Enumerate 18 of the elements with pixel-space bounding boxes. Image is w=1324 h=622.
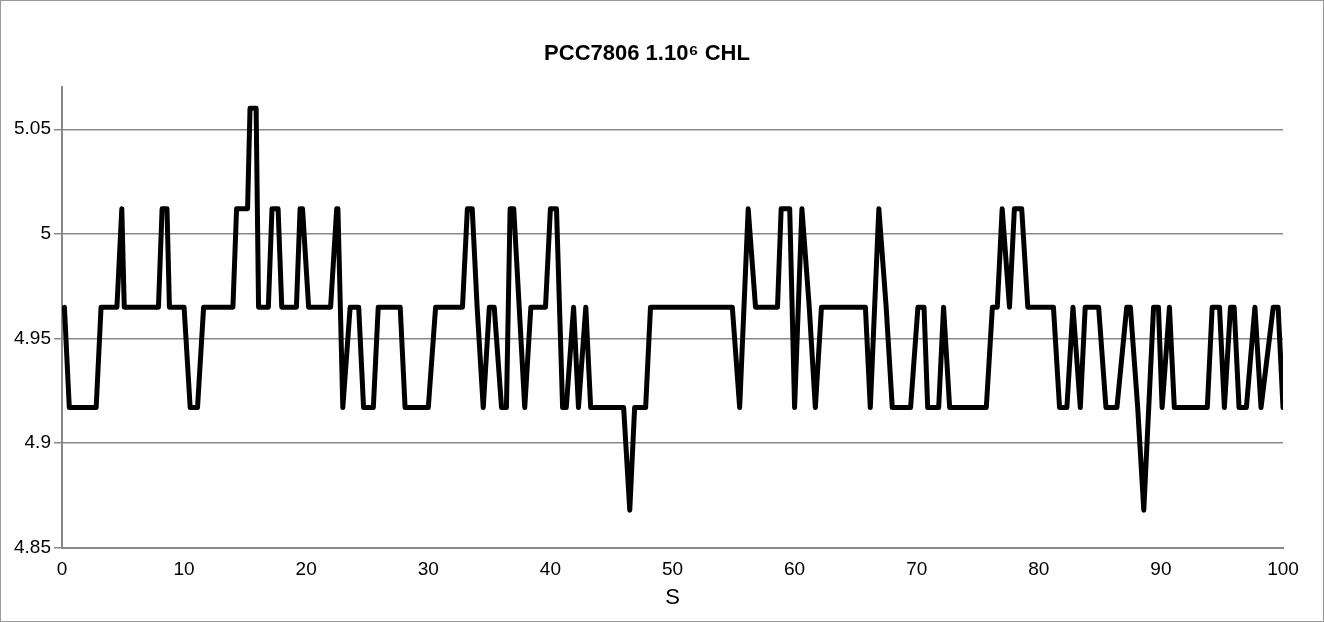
x-tick-label: 100 (1267, 558, 1299, 580)
x-tick-label: 90 (1150, 558, 1172, 580)
x-tick-label: 10 (173, 558, 195, 580)
y-tick-label: 5 (40, 222, 51, 244)
x-axis-title: S (665, 583, 680, 609)
x-tick-label: 70 (906, 558, 928, 580)
y-tick-label: 4.85 (14, 536, 51, 558)
y-tick-label: 5.05 (14, 117, 51, 139)
x-tick-label: 60 (784, 558, 806, 580)
y-tick-label: 4.95 (14, 326, 51, 348)
x-tick-label: 50 (661, 558, 684, 580)
x-tick-label: 80 (1028, 558, 1050, 580)
chart-title: PCC7806 1.10⁶ CHL (544, 40, 750, 66)
y-tick-label: 4.9 (24, 431, 51, 453)
x-tick-label: 20 (295, 558, 317, 580)
x-tick-label: 30 (417, 558, 439, 580)
x-tick-label: 0 (56, 558, 68, 580)
x-tick-label: 40 (539, 558, 561, 580)
